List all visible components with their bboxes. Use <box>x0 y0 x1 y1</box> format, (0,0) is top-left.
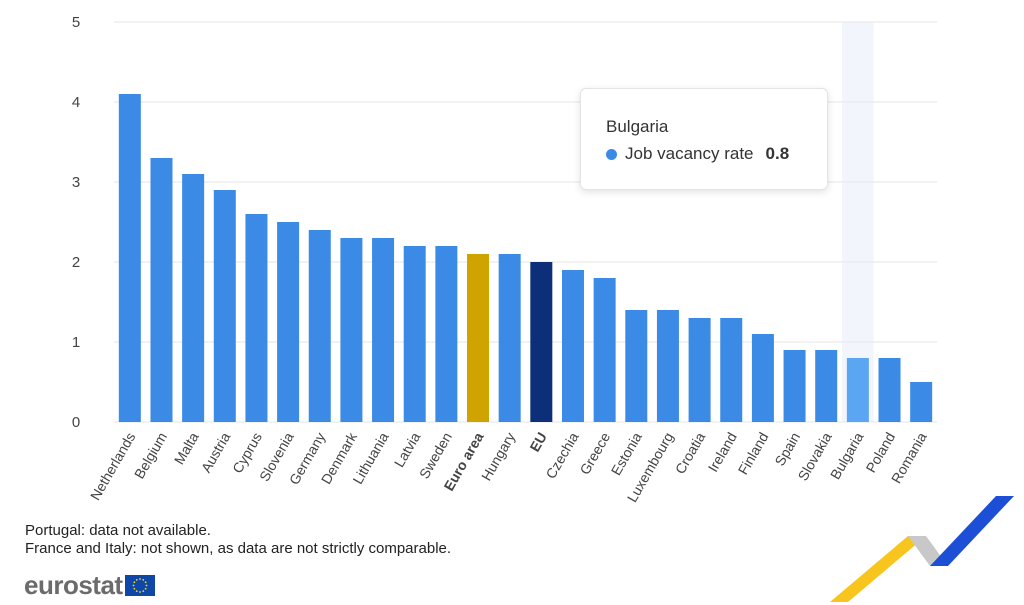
y-tick-label: 5 <box>72 14 80 31</box>
bar-euro-area[interactable] <box>467 254 490 422</box>
bar-greece[interactable] <box>593 278 616 422</box>
y-tick-label: 1 <box>72 334 80 351</box>
footnote: France and Italy: not shown, as data are… <box>25 540 452 557</box>
bar-ireland[interactable] <box>720 318 743 422</box>
bars <box>118 94 933 422</box>
tooltip-title: Bulgaria <box>606 117 669 136</box>
bar-slovakia[interactable] <box>815 350 838 422</box>
bar-czechia[interactable] <box>561 270 584 422</box>
bar-denmark[interactable] <box>340 238 363 422</box>
decorative-chevron-icon <box>830 496 1014 602</box>
x-tick-label: Finland <box>735 430 772 478</box>
bar-poland[interactable] <box>878 358 901 422</box>
bar-estonia[interactable] <box>625 310 648 422</box>
eurostat-logo: eurostat <box>24 570 155 601</box>
x-tick-label: Spain <box>771 430 803 469</box>
tooltip-row: Job vacancy rate 0.8 <box>606 144 827 164</box>
bar-cyprus[interactable] <box>245 214 268 422</box>
x-tick-label: Malta <box>171 429 202 467</box>
logo-text: eurostat <box>24 570 123 600</box>
x-tick-label: Latvia <box>391 429 424 470</box>
bar-eu[interactable] <box>530 262 553 422</box>
y-tick-label: 0 <box>72 414 80 431</box>
highlight-band <box>842 22 874 422</box>
bar-latvia[interactable] <box>403 246 426 422</box>
y-tick-label: 3 <box>72 174 80 191</box>
tooltip-series: Job vacancy rate <box>625 144 754 163</box>
x-tick-label: Netherlands <box>87 430 139 503</box>
bar-bulgaria[interactable] <box>846 358 869 422</box>
bar-hungary[interactable] <box>498 254 521 422</box>
bar-belgium[interactable] <box>150 158 173 422</box>
bar-chart: 0 1 2 3 4 5 Netherlands Belgium Malta Austria Cyp… <box>72 14 937 505</box>
bar-finland[interactable] <box>751 334 774 422</box>
grid-lines <box>114 21 937 423</box>
bar-croatia[interactable] <box>688 318 711 422</box>
bar-netherlands[interactable] <box>118 94 141 422</box>
series-dot-icon <box>606 148 617 160</box>
bar-germany[interactable] <box>308 230 331 422</box>
y-tick-label: 2 <box>72 254 80 271</box>
x-tick-label: Croatia <box>672 429 709 476</box>
y-axis-ticks: 0 1 2 3 4 5 <box>72 14 80 431</box>
bar-sweden[interactable] <box>435 246 458 422</box>
bar-luxembourg[interactable] <box>656 310 679 422</box>
tooltip: Bulgaria Job vacancy rate 0.8 <box>580 88 828 190</box>
bar-slovenia[interactable] <box>277 222 300 422</box>
bar-austria[interactable] <box>213 190 236 422</box>
tooltip-value: 0.8 <box>765 144 790 163</box>
footnotes: Portugal: data not available. France and… <box>25 522 451 558</box>
bar-lithuania[interactable] <box>372 238 395 422</box>
bar-romania[interactable] <box>910 382 933 422</box>
x-tick-label: EU <box>526 430 550 455</box>
bar-malta[interactable] <box>182 174 205 422</box>
y-tick-label: 4 <box>72 94 80 111</box>
footnote: Portugal: data not available. <box>25 522 211 539</box>
eu-flag-icon <box>124 575 155 596</box>
bar-spain[interactable] <box>783 350 806 422</box>
